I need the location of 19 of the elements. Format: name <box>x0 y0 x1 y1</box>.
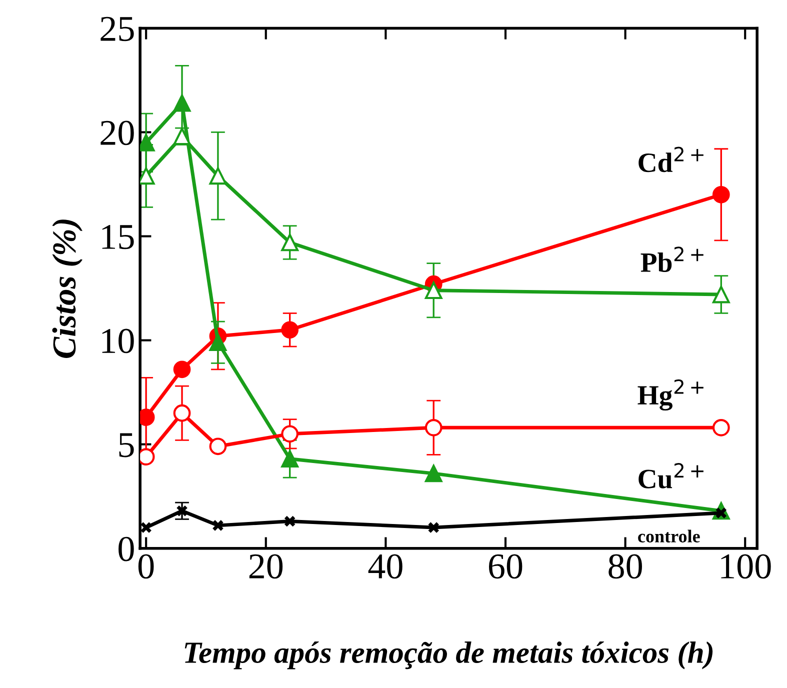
series-label: Cd$^{2+}$ <box>638 146 704 172</box>
y-tick-label: 15 <box>102 224 134 250</box>
y-tick-label: 20 <box>100 120 134 146</box>
y-tick-label: 25 <box>100 16 134 42</box>
x-tick-label: 40 <box>368 554 402 579</box>
y-tick-label: 5 <box>119 433 134 458</box>
series-label: Hg$^{2+}$ <box>638 379 704 411</box>
series-label: controle <box>638 530 700 542</box>
y-tick-label: 0 <box>118 536 134 562</box>
y-axis-title: Cistos (%) <box>52 220 82 358</box>
series-label: Cu$^{2+}$ <box>638 463 704 488</box>
x-tick-label: 100 <box>721 554 771 579</box>
x-axis-title: Tempo após remoção de metais tóxicos (h) <box>184 642 713 670</box>
series-label: Pb$^{2+}$ <box>640 246 704 272</box>
x-tick-label: 80 <box>608 554 642 579</box>
y-tick-label: 10 <box>102 328 134 354</box>
x-tick-label: 60 <box>488 554 522 579</box>
x-tick-label: 0 <box>138 554 154 579</box>
x-tick-label: 20 <box>249 554 283 579</box>
